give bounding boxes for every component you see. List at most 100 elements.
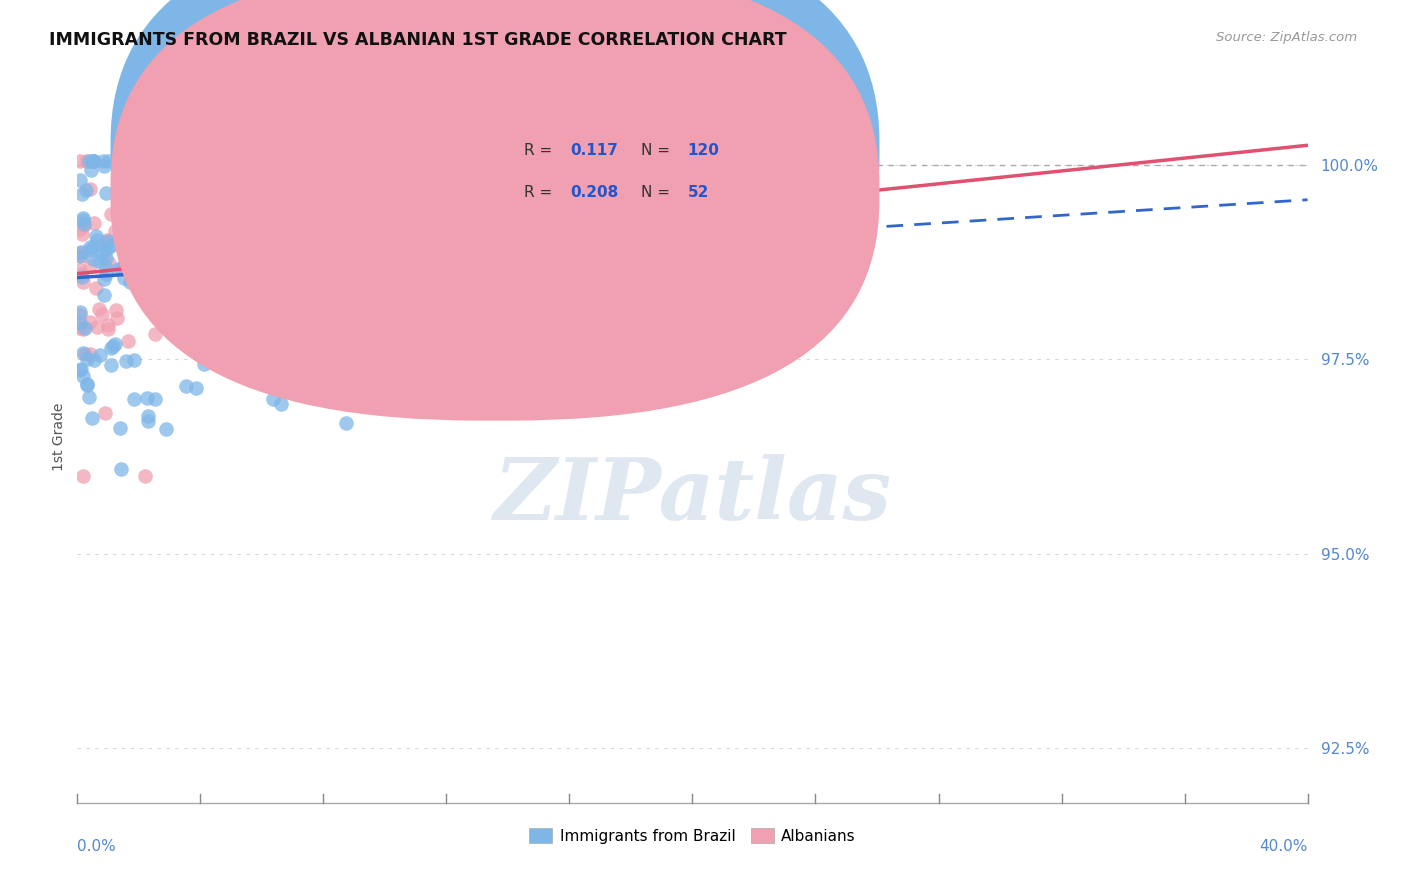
Point bbox=[69, 316, 91, 330]
Point bbox=[146, 193, 169, 207]
Point bbox=[83, 352, 105, 367]
Point bbox=[100, 359, 122, 373]
Point bbox=[139, 180, 162, 194]
Point bbox=[83, 153, 105, 168]
Point bbox=[89, 348, 111, 362]
Point bbox=[69, 153, 91, 168]
Point bbox=[105, 303, 128, 318]
Point bbox=[79, 244, 101, 258]
Point bbox=[160, 307, 183, 321]
Point bbox=[96, 236, 118, 251]
Point bbox=[82, 153, 104, 168]
Point bbox=[89, 253, 111, 268]
Point bbox=[77, 390, 100, 404]
Point bbox=[97, 322, 120, 336]
Point bbox=[193, 358, 215, 372]
Point bbox=[73, 217, 96, 231]
Point bbox=[69, 246, 91, 260]
Text: 0.0%: 0.0% bbox=[77, 839, 117, 855]
Point bbox=[155, 422, 177, 436]
Point bbox=[132, 217, 155, 231]
Point bbox=[90, 245, 112, 260]
Point bbox=[79, 347, 101, 361]
Point bbox=[94, 259, 117, 273]
Point bbox=[336, 334, 359, 349]
Point bbox=[70, 227, 93, 242]
Y-axis label: 1st Grade: 1st Grade bbox=[52, 403, 66, 471]
Point bbox=[97, 153, 120, 168]
Point bbox=[101, 237, 124, 252]
Point bbox=[221, 285, 243, 299]
Point bbox=[176, 286, 198, 301]
Point bbox=[70, 245, 93, 260]
Point bbox=[143, 392, 166, 406]
Point bbox=[94, 186, 117, 201]
Point bbox=[146, 153, 169, 168]
Point bbox=[117, 334, 139, 349]
Point bbox=[97, 234, 120, 248]
Point bbox=[110, 462, 132, 476]
Point bbox=[93, 288, 115, 302]
Point bbox=[112, 225, 135, 239]
Point bbox=[295, 153, 318, 168]
Text: 40.0%: 40.0% bbox=[1260, 839, 1308, 855]
Point bbox=[167, 303, 190, 318]
Text: 52: 52 bbox=[688, 185, 709, 200]
Point bbox=[238, 202, 260, 216]
FancyBboxPatch shape bbox=[111, 0, 880, 379]
Point bbox=[262, 392, 284, 406]
Point bbox=[191, 211, 214, 225]
Point bbox=[84, 281, 107, 295]
Point bbox=[174, 379, 197, 393]
Point bbox=[69, 363, 91, 377]
Point bbox=[281, 230, 304, 244]
Text: Source: ZipAtlas.com: Source: ZipAtlas.com bbox=[1216, 31, 1357, 45]
Point bbox=[103, 339, 125, 353]
Text: ZIPatlas: ZIPatlas bbox=[494, 454, 891, 537]
Point bbox=[111, 260, 134, 275]
Point bbox=[201, 232, 224, 246]
Point bbox=[181, 244, 204, 259]
Point bbox=[80, 411, 103, 425]
Point bbox=[136, 414, 159, 428]
Point bbox=[139, 260, 162, 274]
Point bbox=[79, 240, 101, 254]
Point bbox=[180, 215, 202, 229]
Point bbox=[184, 381, 207, 395]
Point bbox=[72, 322, 94, 336]
Point bbox=[69, 173, 91, 187]
Point bbox=[191, 196, 214, 211]
Point bbox=[90, 307, 112, 321]
Point bbox=[325, 354, 347, 368]
Point bbox=[86, 233, 108, 247]
Point bbox=[79, 182, 101, 196]
Point bbox=[97, 318, 120, 333]
Point bbox=[118, 219, 141, 234]
Point bbox=[124, 275, 146, 289]
Point bbox=[83, 239, 105, 253]
Point bbox=[69, 305, 91, 319]
Text: 120: 120 bbox=[688, 143, 720, 158]
Point bbox=[127, 244, 149, 258]
Point bbox=[167, 291, 190, 305]
Point bbox=[195, 220, 218, 235]
Point bbox=[118, 275, 141, 289]
Point bbox=[72, 186, 94, 201]
Point bbox=[121, 228, 143, 243]
Point bbox=[121, 153, 143, 168]
Point bbox=[69, 249, 91, 263]
Point bbox=[108, 208, 131, 222]
Point bbox=[399, 169, 422, 184]
Point bbox=[149, 298, 172, 312]
FancyBboxPatch shape bbox=[111, 0, 880, 421]
Point bbox=[124, 252, 146, 266]
Point bbox=[204, 278, 226, 293]
Point bbox=[76, 377, 98, 392]
Point bbox=[134, 469, 156, 483]
Point bbox=[186, 284, 208, 298]
Point bbox=[136, 391, 159, 405]
Point bbox=[122, 352, 145, 367]
Point bbox=[72, 346, 94, 360]
Point bbox=[82, 153, 104, 168]
Point bbox=[110, 421, 132, 435]
